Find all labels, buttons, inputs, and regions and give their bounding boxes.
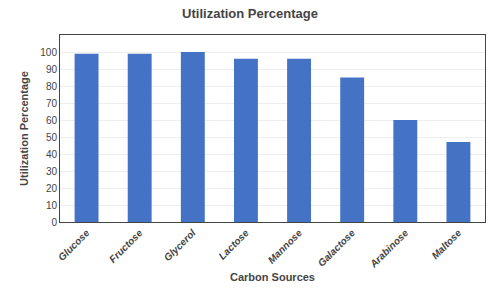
svg-text:Mannose: Mannose bbox=[266, 227, 305, 266]
svg-text:30: 30 bbox=[46, 166, 58, 177]
svg-text:Glucose: Glucose bbox=[56, 227, 92, 263]
svg-text:Arabinose: Arabinose bbox=[367, 227, 410, 270]
svg-text:Lactose: Lactose bbox=[216, 227, 251, 262]
svg-text:90: 90 bbox=[46, 64, 58, 75]
svg-text:Maltose: Maltose bbox=[429, 227, 463, 261]
svg-text:80: 80 bbox=[46, 81, 58, 92]
svg-text:40: 40 bbox=[46, 149, 58, 160]
svg-text:60: 60 bbox=[46, 115, 58, 126]
svg-text:100: 100 bbox=[40, 47, 57, 58]
svg-text:Carbon Sources: Carbon Sources bbox=[230, 271, 315, 283]
svg-text:10: 10 bbox=[46, 200, 58, 211]
svg-text:50: 50 bbox=[46, 132, 58, 143]
svg-text:Galactose: Galactose bbox=[316, 227, 358, 269]
svg-text:0: 0 bbox=[51, 217, 57, 228]
svg-text:Utilization Percentage: Utilization Percentage bbox=[182, 6, 318, 21]
svg-text:70: 70 bbox=[46, 98, 58, 109]
svg-text:Fructose: Fructose bbox=[107, 227, 145, 265]
svg-text:Utilization Percentage: Utilization Percentage bbox=[18, 71, 30, 186]
svg-text:Glycerol: Glycerol bbox=[162, 227, 198, 263]
svg-text:20: 20 bbox=[46, 183, 58, 194]
